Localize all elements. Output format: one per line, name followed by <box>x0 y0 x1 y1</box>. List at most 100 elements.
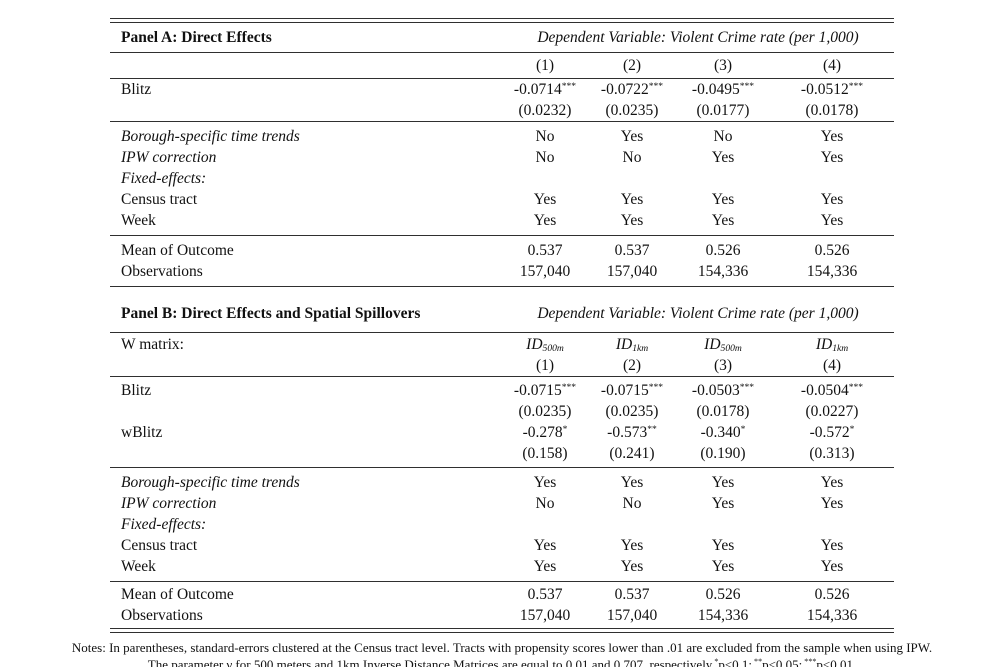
table-row: Borough-specific time trends No Yes No Y… <box>110 126 894 147</box>
panel-b-title: Panel B: Direct Effects and Spatial Spil… <box>121 305 421 322</box>
regression-results-table: Panel A: Direct Effects Dependent Variab… <box>110 18 894 633</box>
row-label: Census tract <box>121 191 198 208</box>
standard-error-cell: (0.313) <box>809 445 855 462</box>
coefficient-value: -0.0504 <box>800 382 849 399</box>
panel-a-dependent-variable-header: Dependent Variable: Violent Crime rate (… <box>537 29 859 46</box>
cell-value: Yes <box>820 495 844 512</box>
cell-value: Yes <box>533 537 557 554</box>
empty-label-cell <box>110 401 502 422</box>
cell-value: Yes <box>620 212 644 229</box>
cell-value: Yes <box>711 212 735 229</box>
empty-cell <box>502 168 588 189</box>
column-number: (2) <box>622 57 642 74</box>
panel-a-header-row: Panel A: Direct Effects Dependent Variab… <box>110 23 894 52</box>
coefficient-cell: -0.0722*** <box>588 79 676 100</box>
row-label: IPW correction <box>121 495 217 512</box>
empty-label-cell <box>110 355 502 376</box>
horizontal-rule <box>110 581 894 582</box>
cell-value: No <box>622 495 642 512</box>
table-row: Observations 157,040 157,040 154,336 154… <box>110 261 894 282</box>
column-number: (2) <box>622 357 642 374</box>
cell-value: Yes <box>620 128 644 145</box>
cell-value: Yes <box>820 149 844 166</box>
cell-value: Yes <box>533 558 557 575</box>
w-matrix-cell: ID1km <box>588 334 676 355</box>
cell-value: 0.537 <box>527 242 563 259</box>
significance-stars: ** <box>647 424 657 436</box>
standard-error-cell: (0.241) <box>609 445 655 462</box>
panel-b-wmatrix-block: W matrix: ID500m ID1km ID500m ID1km (1) … <box>110 333 894 376</box>
row-label: IPW correction <box>121 149 217 166</box>
w-matrix-subscript: 500m <box>720 342 742 354</box>
empty-cell <box>502 514 588 535</box>
w-matrix-symbol: ID <box>815 336 833 353</box>
empty-cell <box>770 168 894 189</box>
cell-value: 154,336 <box>806 607 858 624</box>
standard-error-cell: (0.0232) <box>518 102 572 119</box>
cell-value: No <box>535 128 555 145</box>
row-label: Mean of Outcome <box>121 586 234 603</box>
significance-stars: ** <box>754 657 763 667</box>
table-row: Blitz -0.0715*** -0.0715*** -0.0503*** -… <box>110 380 894 401</box>
bottom-double-rule <box>110 628 894 633</box>
coefficient-cell: -0.278* <box>502 422 588 443</box>
coefficient-cell: -0.0495*** <box>676 79 770 100</box>
table-row: Census tract Yes Yes Yes Yes <box>110 535 894 556</box>
panel-a-column-numbers-row: (1) (2) (3) (4) <box>110 53 894 78</box>
cell-value: 0.526 <box>705 242 741 259</box>
table-row: (0.0232) (0.0235) (0.0177) (0.0178) <box>110 100 894 121</box>
w-matrix-cell: ID500m <box>676 334 770 355</box>
cell-value: Yes <box>533 212 557 229</box>
coefficient-cell: -0.0503*** <box>676 380 770 401</box>
row-label: Borough-specific time trends <box>121 128 300 145</box>
panel-a-controls-block: Borough-specific time trends No Yes No Y… <box>110 122 894 235</box>
cell-value: Yes <box>620 558 644 575</box>
horizontal-rule <box>110 121 894 122</box>
panel-a-title: Panel A: Direct Effects <box>121 29 272 46</box>
cell-value: Yes <box>820 212 844 229</box>
cell-value: 0.526 <box>705 586 741 603</box>
horizontal-rule <box>110 78 894 79</box>
significance-stars: *** <box>848 81 864 93</box>
column-number: (3) <box>713 357 733 374</box>
significance-stars: * <box>562 424 568 436</box>
significance-stars: *** <box>739 81 755 93</box>
table-row: Observations 157,040 157,040 154,336 154… <box>110 605 894 626</box>
cell-value: No <box>713 128 733 145</box>
table-row: Week Yes Yes Yes Yes <box>110 556 894 577</box>
cell-value: 154,336 <box>697 263 749 280</box>
coefficient-cell: -0.0715*** <box>588 380 676 401</box>
horizontal-rule <box>110 52 894 53</box>
cell-value: 154,336 <box>697 607 749 624</box>
table-row: IPW correction No No Yes Yes <box>110 147 894 168</box>
cell-value: Yes <box>711 558 735 575</box>
cell-value: 0.526 <box>814 242 850 259</box>
w-matrix-symbol: ID <box>704 336 721 353</box>
cell-value: Yes <box>820 191 844 208</box>
significance-stars: *** <box>739 382 755 394</box>
significance-stars: *** <box>561 81 577 93</box>
horizontal-rule <box>110 467 894 468</box>
w-matrix-cell: ID1km <box>770 334 894 355</box>
cell-value: 157,040 <box>606 607 658 624</box>
cell-value: No <box>535 149 555 166</box>
coefficient-value: -0.0714 <box>513 81 562 98</box>
w-matrix-row: W matrix: ID500m ID1km ID500m ID1km <box>110 334 894 355</box>
table-row: Fixed-effects: <box>110 168 894 189</box>
notes-line-1: Notes: In parentheses, standard-errors c… <box>71 640 933 655</box>
cell-value: Yes <box>533 474 557 491</box>
cell-value: 0.526 <box>814 586 850 603</box>
cell-value: Yes <box>711 495 735 512</box>
row-label: Week <box>121 558 156 575</box>
column-number: (4) <box>822 57 842 74</box>
coefficient-value: -0.0722 <box>600 81 649 98</box>
significance-stars: * <box>740 424 746 436</box>
coefficient-value: -0.0512 <box>800 81 849 98</box>
panel-b-controls-block: Borough-specific time trends Yes Yes Yes… <box>110 468 894 581</box>
notes-line-2-text: The parameter γ for 500 meters and 1km I… <box>147 656 713 667</box>
table-row: wBlitz -0.278* -0.573** -0.340* -0.572* <box>110 422 894 443</box>
table-row: Borough-specific time trends Yes Yes Yes… <box>110 472 894 493</box>
significance-stars: *** <box>561 382 577 394</box>
row-label: W matrix: <box>121 336 184 353</box>
cell-value: 157,040 <box>519 263 571 280</box>
